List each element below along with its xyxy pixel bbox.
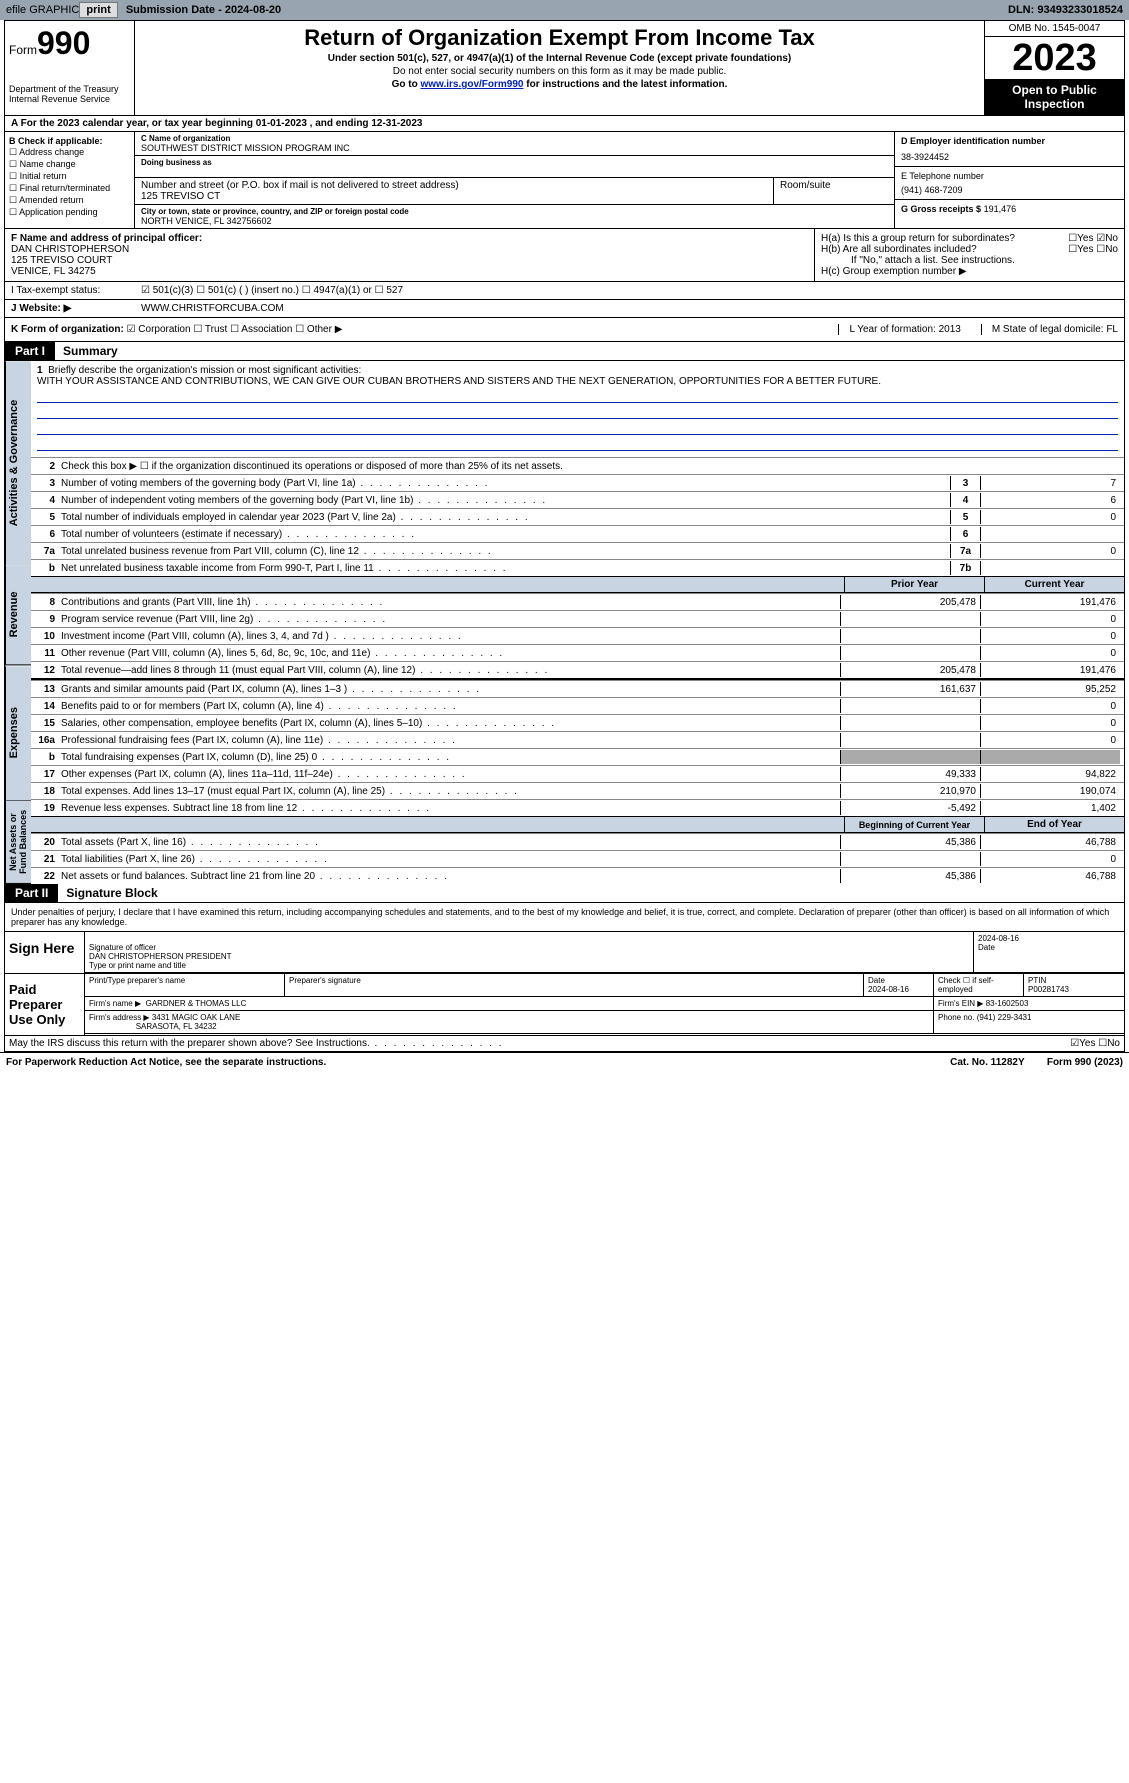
sign-here-section: Sign Here Signature of officerDAN CHRIST… [5,931,1124,973]
year-header-na: Beginning of Current Year End of Year [31,816,1124,833]
ptin: P00281743 [1028,985,1069,994]
line-10: 10Investment income (Part VIII, column (… [31,627,1124,644]
chk-final-return[interactable]: Final return/terminated [9,183,130,194]
line-11: 11Other revenue (Part VIII, column (A), … [31,644,1124,661]
form-number: Form990 [9,25,130,62]
chk-address-change[interactable]: Address change [9,147,130,158]
row-k-l-m: K Form of organization: ☑ Corporation ☐ … [5,318,1124,342]
line-1-mission: 1 Briefly describe the organization's mi… [31,361,1124,457]
column-d-e-g: D Employer identification number 38-3924… [894,132,1124,228]
line-7a: 7aTotal unrelated business revenue from … [31,542,1124,559]
chk-amended[interactable]: Amended return [9,195,130,206]
year-formation: L Year of formation: 2013 [838,324,960,335]
ein: 38-3924452 [901,152,1118,162]
state-domicile: M State of legal domicile: FL [981,324,1118,335]
part2-header: Part II Signature Block [5,884,1124,903]
tab-revenue: Revenue [5,565,31,665]
line-b: bNet unrelated business taxable income f… [31,559,1124,576]
row-a-tax-year: A For the 2023 calendar year, or tax yea… [5,116,1124,132]
tab-net-assets: Net Assets or Fund Balances [5,801,31,884]
hb-subordinates: H(b) Are all subordinates included? ☐Yes… [821,244,1118,255]
section-f-h: F Name and address of principal officer:… [5,229,1124,282]
tab-activities-governance: Activities & Governance [5,361,31,565]
firm-ein: 83-1602503 [986,999,1029,1008]
line-18: 18Total expenses. Add lines 13–17 (must … [31,782,1124,799]
form-body: Form990 Department of the Treasury Inter… [4,20,1125,1052]
phone: (941) 468-7209 [901,185,1118,195]
section-b-c-d-e: B Check if applicable: Address change Na… [5,132,1124,229]
row-j-website: J Website: ▶ WWW.CHRISTFORCUBA.COM [5,300,1124,318]
firm-phone: (941) 229-3431 [977,1013,1032,1022]
line-21: 21Total liabilities (Part X, line 26)0 [31,850,1124,867]
irs-link[interactable]: www.irs.gov/Form990 [420,79,523,90]
efile-label: efile GRAPHIC [6,4,79,16]
tab-expenses: Expenses [5,666,31,801]
discuss-with-preparer: May the IRS discuss this return with the… [5,1035,1124,1051]
page-footer: For Paperwork Reduction Act Notice, see … [0,1052,1129,1072]
hc-group-exemption: H(c) Group exemption number ▶ [821,266,1118,277]
street-address: 125 TREVISO CT [141,191,767,202]
form-subtitle-2: Do not enter social security numbers on … [143,66,976,77]
column-c-org-info: C Name of organization SOUTHWEST DISTRIC… [135,132,894,228]
column-b-checkboxes: B Check if applicable: Address change Na… [5,132,135,228]
line-14: 14Benefits paid to or for members (Part … [31,697,1124,714]
omb-number: OMB No. 1545-0047 [985,21,1124,37]
line-20: 20Total assets (Part X, line 16)45,38646… [31,833,1124,850]
paid-preparer-section: Paid Preparer Use Only Print/Type prepar… [5,973,1124,1035]
dept-label: Department of the Treasury Internal Reve… [9,84,130,104]
dln-label: DLN: 93493233018524 [1008,4,1123,16]
gross-receipts: G Gross receipts $ 191,476 [895,200,1124,218]
officer-name: DAN CHRISTOPHERSON [11,244,129,255]
row-i-tax-status: I Tax-exempt status: ☑ 501(c)(3) ☐ 501(c… [5,282,1124,300]
org-name: SOUTHWEST DISTRICT MISSION PROGRAM INC [141,143,888,153]
line-19: 19Revenue less expenses. Subtract line 1… [31,799,1124,816]
officer-signature: DAN CHRISTOPHERSON PRESIDENT [89,952,232,961]
chk-initial-return[interactable]: Initial return [9,171,130,182]
line-12: 12Total revenue—add lines 8 through 11 (… [31,661,1124,678]
city-state-zip: NORTH VENICE, FL 342756602 [141,216,888,226]
line-8: 8Contributions and grants (Part VIII, li… [31,593,1124,610]
form-subtitle-1: Under section 501(c), 527, or 4947(a)(1)… [143,53,976,64]
form-header: Form990 Department of the Treasury Inter… [5,21,1124,116]
line-b: bTotal fundraising expenses (Part IX, co… [31,748,1124,765]
line-13: 13Grants and similar amounts paid (Part … [31,680,1124,697]
line-3: 3Number of voting members of the governi… [31,474,1124,491]
chk-app-pending[interactable]: Application pending [9,207,130,218]
public-inspection: Open to Public Inspection [985,79,1124,115]
print-button[interactable]: print [79,2,117,18]
ha-group-return: H(a) Is this a group return for subordin… [821,233,1118,244]
line-9: 9Program service revenue (Part VIII, lin… [31,610,1124,627]
form-subtitle-3: Go to www.irs.gov/Form990 for instructio… [143,79,976,90]
year-header-rev: Prior Year Current Year [31,576,1124,593]
tax-year: 2023 [985,37,1124,79]
line-17: 17Other expenses (Part IX, column (A), l… [31,765,1124,782]
perjury-declaration: Under penalties of perjury, I declare th… [5,903,1124,931]
website-url: WWW.CHRISTFORCUBA.COM [135,300,1124,317]
line-4: 4Number of independent voting members of… [31,491,1124,508]
form-title: Return of Organization Exempt From Incom… [143,25,976,51]
firm-name: GARDNER & THOMAS LLC [146,999,247,1008]
chk-name-change[interactable]: Name change [9,159,130,170]
part1-body: Activities & Governance Revenue Expenses… [5,361,1124,884]
line-6: 6Total number of volunteers (estimate if… [31,525,1124,542]
submission-date: Submission Date - 2024-08-20 [126,4,281,16]
line-22: 22Net assets or fund balances. Subtract … [31,867,1124,884]
line-5: 5Total number of individuals employed in… [31,508,1124,525]
top-toolbar: efile GRAPHIC print Submission Date - 20… [0,0,1129,20]
line-16a: 16aProfessional fundraising fees (Part I… [31,731,1124,748]
part1-header: Part I Summary [5,342,1124,361]
line-15: 15Salaries, other compensation, employee… [31,714,1124,731]
